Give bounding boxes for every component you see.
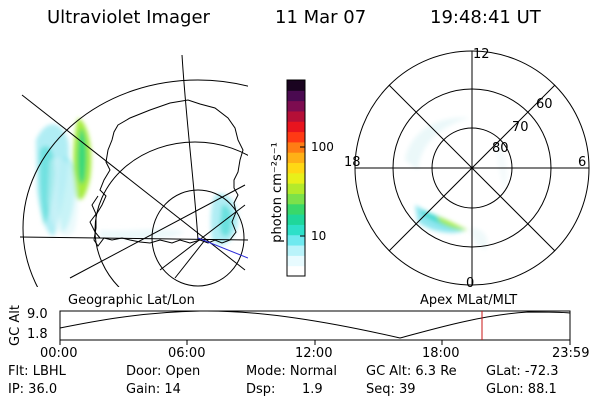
colorbar-segment xyxy=(287,172,305,184)
right-panel-label: Apex MLat/MLT xyxy=(420,293,518,308)
colorbar-segment xyxy=(287,90,305,102)
filter-info: Flt: LBHL xyxy=(8,364,66,379)
colorbar-segment xyxy=(287,265,305,277)
ip-info: IP: 36.0 xyxy=(8,382,58,397)
colorbar-unit-label: photon cm⁻²s⁻¹ xyxy=(269,142,285,243)
geographic-map xyxy=(20,55,248,287)
colorbar-segment xyxy=(287,152,305,164)
mlt-label-6: 6 xyxy=(578,155,587,170)
instrument-title: Ultraviolet Imager xyxy=(47,7,210,28)
colorbar-border xyxy=(286,79,306,277)
colorbar-segment xyxy=(287,100,305,112)
colorbar-segment xyxy=(287,80,305,91)
colorbar-segment xyxy=(287,131,305,143)
coastline-peninsula xyxy=(89,195,101,239)
dsp-value: 1.9 xyxy=(302,382,323,397)
colorbar-segment xyxy=(287,224,305,236)
graticule xyxy=(20,55,248,287)
orbit-xtick-1200: 12:00 xyxy=(295,346,333,361)
orbit-xtick-2359: 23:59 xyxy=(552,346,590,361)
polar-plot xyxy=(354,50,590,286)
look-direction-line xyxy=(197,237,248,259)
altitude-curve xyxy=(59,310,571,339)
colorbar-segment xyxy=(287,203,305,215)
glat-info: GLat: -72.3 xyxy=(486,364,559,379)
mlt-label-0: 0 xyxy=(466,276,475,291)
mlat-label-80: 80 xyxy=(492,141,509,156)
coastline-antarctica xyxy=(93,99,244,247)
mlat-label-70: 70 xyxy=(512,120,529,135)
orbit-xtick-0600: 06:00 xyxy=(168,346,206,361)
orbit-ytick-9: 9.0 xyxy=(27,307,48,322)
mode-info: Mode: Normal xyxy=(246,364,337,379)
colorbar-tick-label-10: 10 xyxy=(311,229,327,243)
glon-info: GLon: 88.1 xyxy=(486,382,557,397)
orbit-xtick-0000: 00:00 xyxy=(40,346,78,361)
colorbar-segment xyxy=(287,245,305,256)
seq-info: Seq: 39 xyxy=(366,382,416,397)
observation-time: 19:48:41 UT xyxy=(430,7,541,28)
mlt-label-12: 12 xyxy=(473,47,490,62)
colorbar-segment xyxy=(287,141,305,153)
gain-info: Gain: 14 xyxy=(126,382,181,397)
colorbar-segment xyxy=(287,234,305,246)
door-info: Door: Open xyxy=(126,364,201,379)
orbit-axis-label: GC Alt xyxy=(7,305,23,346)
orbit-ytick-1-8: 1.8 xyxy=(27,327,48,342)
orbit-plot xyxy=(59,310,571,345)
colorbar-tick-label-100: 100 xyxy=(311,140,334,154)
auroral-emission-left xyxy=(36,118,239,245)
mlat-label-60: 60 xyxy=(536,97,553,112)
gc-alt-info: GC Alt: 6.3 Re xyxy=(366,364,457,379)
colorbar-segment xyxy=(287,162,305,174)
colorbar-segment xyxy=(287,214,305,225)
colorbar-segment xyxy=(287,183,305,194)
orbit-xtick-1800: 18:00 xyxy=(422,346,460,361)
colorbar-segment xyxy=(287,110,305,122)
colorbar xyxy=(286,79,306,277)
mlt-label-18: 18 xyxy=(344,155,361,170)
colorbar-segment xyxy=(287,121,305,133)
dsp-label: Dsp: xyxy=(246,382,276,397)
polar-grid xyxy=(354,50,590,286)
left-panel-label: Geographic Lat/Lon xyxy=(68,293,195,308)
colorbar-segment xyxy=(287,193,305,205)
observation-date: 11 Mar 07 xyxy=(275,7,367,28)
colorbar-segment xyxy=(287,255,305,267)
